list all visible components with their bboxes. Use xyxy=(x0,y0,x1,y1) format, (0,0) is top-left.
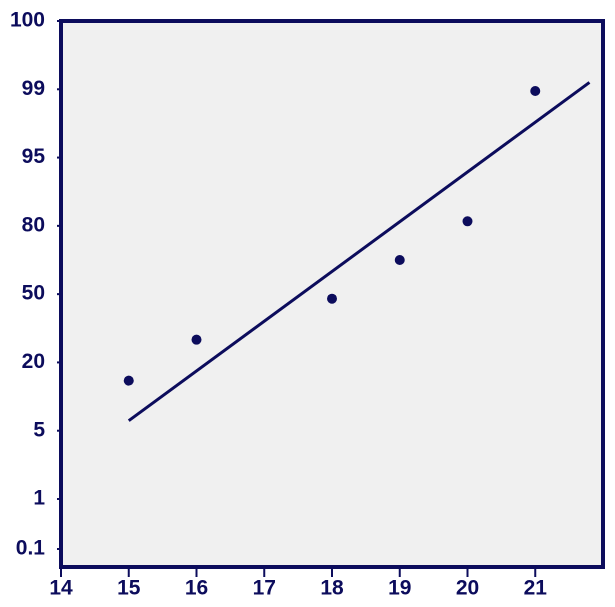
y-tick-label: 50 xyxy=(22,282,45,305)
y-tick-label: 20 xyxy=(22,350,45,373)
x-tick-label: 15 xyxy=(117,577,141,600)
point xyxy=(123,375,134,386)
point xyxy=(462,216,473,227)
x-tick-label: 21 xyxy=(524,577,548,600)
point xyxy=(191,334,202,345)
fit-line xyxy=(127,81,591,422)
y-tick-label: 99 xyxy=(22,77,45,100)
point xyxy=(530,85,541,96)
point xyxy=(327,293,337,304)
y-tick-label: 1 xyxy=(33,487,45,510)
y-tick-label: 0.1 xyxy=(16,537,46,560)
y-tick-label: 100 xyxy=(10,9,45,32)
x-tick-label: 19 xyxy=(388,577,411,600)
y-tick-label: 95 xyxy=(22,145,46,168)
y-tick-label: 5 xyxy=(33,418,45,441)
x-tick-label: 14 xyxy=(49,577,73,600)
x-tick-label: 20 xyxy=(456,577,479,600)
point xyxy=(394,255,405,265)
y-tick-label: 80 xyxy=(22,213,45,236)
x-tick-label: 16 xyxy=(185,577,208,600)
x-tick-label: 18 xyxy=(320,577,344,600)
x-tick-label: 17 xyxy=(253,577,276,600)
plot-area xyxy=(59,19,605,569)
